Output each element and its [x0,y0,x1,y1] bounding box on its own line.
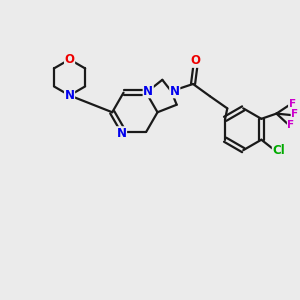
Text: F: F [289,99,296,109]
Text: F: F [287,120,295,130]
Text: N: N [170,85,180,98]
Text: O: O [64,53,74,66]
Text: N: N [116,127,127,140]
Text: Cl: Cl [272,144,285,157]
Text: O: O [190,54,200,67]
Text: N: N [143,85,153,98]
Text: N: N [64,89,74,102]
Text: F: F [291,110,298,119]
